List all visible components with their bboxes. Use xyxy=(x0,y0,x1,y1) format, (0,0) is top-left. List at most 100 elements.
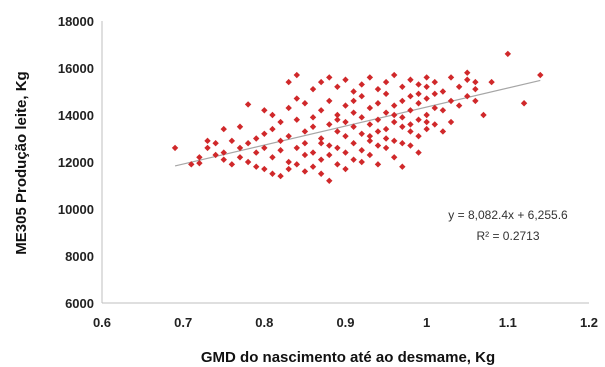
data-point xyxy=(423,118,430,126)
data-point xyxy=(407,93,414,100)
data-point xyxy=(277,172,284,180)
data-point xyxy=(399,140,406,147)
data-point xyxy=(253,149,260,156)
data-point xyxy=(261,165,268,173)
data-point xyxy=(423,83,430,90)
data-point xyxy=(366,132,374,140)
data-point xyxy=(261,107,268,114)
data-point xyxy=(326,97,333,105)
data-point xyxy=(301,168,309,175)
data-point xyxy=(204,137,211,145)
data-point xyxy=(415,90,422,98)
data-point xyxy=(261,130,268,137)
data-point xyxy=(301,140,309,147)
trendline-layer xyxy=(174,79,541,167)
data-point xyxy=(293,161,300,168)
data-point xyxy=(326,142,333,149)
data-point xyxy=(317,156,325,163)
data-point xyxy=(399,123,406,130)
data-point xyxy=(447,74,455,81)
data-point xyxy=(399,97,406,105)
data-point xyxy=(374,161,382,168)
data-point xyxy=(317,78,325,86)
data-point xyxy=(431,90,438,98)
y-tick-label: 14000 xyxy=(58,108,94,123)
data-point xyxy=(350,97,357,105)
data-point xyxy=(293,71,300,79)
data-point xyxy=(326,74,333,81)
data-point xyxy=(472,97,479,105)
data-point xyxy=(455,83,463,90)
data-point xyxy=(204,144,211,152)
data-point xyxy=(423,125,430,133)
y-axis-title: ME305 Produção leite, Kg xyxy=(13,71,30,254)
data-point xyxy=(309,114,317,121)
data-point xyxy=(366,137,374,145)
data-point xyxy=(415,100,422,107)
data-point xyxy=(244,101,252,108)
data-point xyxy=(253,135,260,142)
data-point xyxy=(464,69,471,76)
y-tick-label: 6000 xyxy=(65,296,94,311)
data-point xyxy=(334,83,341,90)
data-point xyxy=(455,102,463,109)
data-point xyxy=(301,151,309,159)
data-point xyxy=(439,107,447,114)
data-point xyxy=(374,116,382,123)
data-point xyxy=(309,149,317,156)
data-point xyxy=(171,144,179,152)
data-point xyxy=(391,111,398,119)
data-point xyxy=(407,76,414,83)
data-point xyxy=(399,114,406,121)
data-point xyxy=(244,140,252,147)
data-point xyxy=(277,147,284,154)
data-point xyxy=(342,102,349,109)
data-point xyxy=(342,118,349,126)
data-point xyxy=(537,71,544,79)
data-point xyxy=(488,78,495,86)
data-point xyxy=(407,121,414,128)
data-point xyxy=(277,118,284,126)
data-point xyxy=(407,128,414,135)
data-point xyxy=(301,128,309,135)
data-point xyxy=(285,132,292,140)
data-point xyxy=(423,95,430,102)
data-point xyxy=(423,111,430,119)
x-axis-title: GMD do nascimento até ao desmame, Kg xyxy=(201,349,495,366)
data-point xyxy=(293,116,300,123)
data-point xyxy=(261,144,268,152)
data-point xyxy=(269,125,276,133)
data-point xyxy=(439,88,447,95)
x-tick-label: 1.2 xyxy=(580,315,598,330)
y-tick-label: 8000 xyxy=(65,249,94,264)
data-point xyxy=(431,121,438,128)
data-point xyxy=(358,130,365,137)
data-point xyxy=(342,165,349,173)
data-point xyxy=(285,165,292,173)
data-point xyxy=(293,144,300,152)
data-point xyxy=(447,118,455,126)
data-point xyxy=(334,111,341,119)
data-point xyxy=(464,93,471,100)
data-point xyxy=(350,156,357,163)
data-point xyxy=(220,149,227,156)
data-point xyxy=(472,85,479,93)
data-point xyxy=(350,88,357,95)
data-point xyxy=(301,100,309,107)
data-point xyxy=(285,158,292,166)
data-point xyxy=(399,83,406,90)
data-point xyxy=(317,170,325,177)
data-point xyxy=(391,118,398,126)
data-point xyxy=(391,102,398,109)
data-point xyxy=(407,107,414,114)
data-point xyxy=(415,132,422,140)
data-point xyxy=(504,50,512,58)
trendline xyxy=(174,79,541,167)
data-point xyxy=(472,78,479,86)
data-point xyxy=(366,104,374,112)
data-point xyxy=(212,140,219,147)
data-point xyxy=(382,144,390,152)
data-point xyxy=(188,161,195,168)
data-point xyxy=(220,156,227,163)
